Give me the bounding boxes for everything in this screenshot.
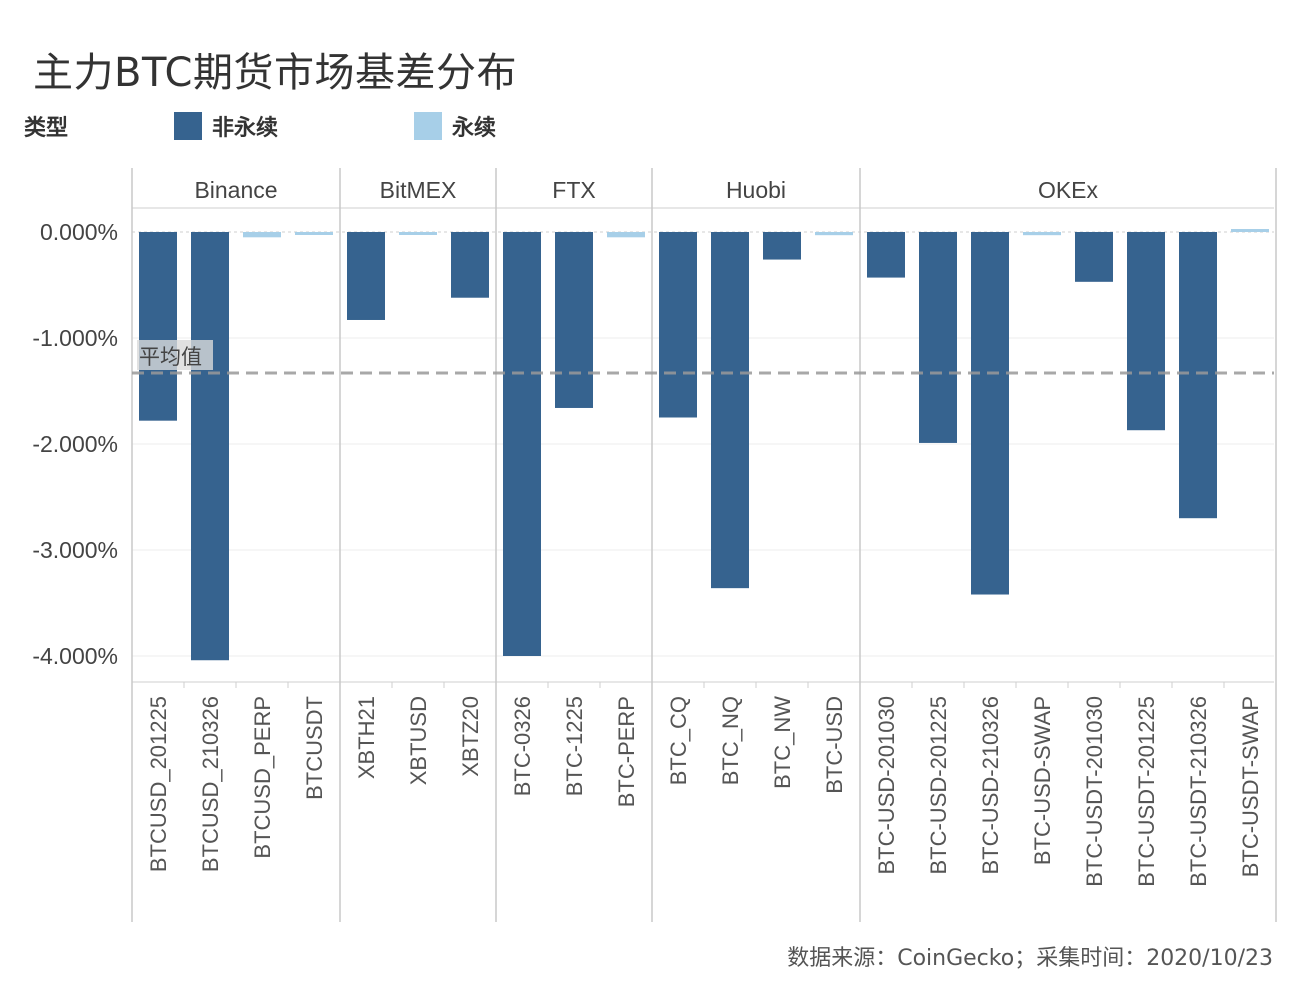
legend-item-perpetual[interactable]: 永续 bbox=[414, 110, 496, 142]
bar-btc-usdt-201225 bbox=[1127, 232, 1165, 431]
bar-xbtusd bbox=[399, 232, 437, 235]
group-header-okex: OKEx bbox=[1038, 177, 1099, 203]
bar-btcusdt bbox=[295, 232, 333, 235]
x-tick-label: BTC-1225 bbox=[562, 696, 587, 796]
bar-btc_nw bbox=[763, 232, 801, 260]
average-label: 平均值 bbox=[139, 346, 202, 369]
x-tick-label: XBTUSD bbox=[406, 696, 431, 785]
y-tick-label: -4.000% bbox=[32, 643, 118, 669]
bar-btc-usd-201225 bbox=[919, 232, 957, 443]
x-tick-label: BTC-USD-210326 bbox=[978, 696, 1003, 875]
group-header-bitmex: BitMEX bbox=[380, 177, 457, 203]
bar-btcusd_210326 bbox=[191, 232, 229, 661]
y-tick-label: -1.000% bbox=[32, 325, 118, 351]
bar-btc-usdt-swap bbox=[1231, 229, 1269, 232]
average-label-box bbox=[137, 340, 213, 370]
x-tick-label: BTC-USDT-210326 bbox=[1186, 696, 1211, 887]
bar-btc-1225 bbox=[555, 232, 593, 408]
legend-label-perpetual: 永续 bbox=[452, 116, 497, 141]
y-tick-label: -3.000% bbox=[32, 537, 118, 563]
legend-title: 类型 bbox=[24, 116, 69, 141]
legend-swatch-non-perpetual bbox=[174, 112, 202, 140]
x-tick-label: BTC-USD-SWAP bbox=[1030, 696, 1055, 865]
legend-label-non-perpetual: 非永续 bbox=[212, 116, 279, 141]
legend-swatch-perpetual bbox=[414, 112, 442, 140]
bar-btc-usd-swap bbox=[1023, 232, 1061, 236]
bar-btc-usdt-210326 bbox=[1179, 232, 1217, 519]
bar-btc-usd-201030 bbox=[867, 232, 905, 278]
group-header-huobi: Huobi bbox=[726, 177, 786, 203]
bar-btc_cq bbox=[659, 232, 697, 418]
x-tick-label: BTC_NQ bbox=[718, 696, 743, 785]
y-tick-label: 0.000% bbox=[40, 219, 118, 245]
x-tick-label: BTC-USDT-201225 bbox=[1134, 696, 1159, 887]
x-tick-label: BTCUSDT bbox=[302, 696, 327, 800]
bar-btc-0326 bbox=[503, 232, 541, 656]
x-tick-label: BTCUSD_201225 bbox=[146, 696, 171, 872]
bar-btcusd_perp bbox=[243, 232, 281, 238]
x-tick-label: BTC-USDT-201030 bbox=[1082, 696, 1107, 887]
x-tick-label: XBTH21 bbox=[354, 696, 379, 779]
y-tick-label: -2.000% bbox=[32, 431, 118, 457]
x-tick-label: BTC-USD-201225 bbox=[926, 696, 951, 875]
x-tick-label: BTCUSD_PERP bbox=[250, 696, 275, 859]
chart-title: 主力BTC期货市场基差分布 bbox=[33, 50, 517, 96]
group-header-binance: Binance bbox=[194, 177, 277, 203]
bar-xbtz20 bbox=[451, 232, 489, 298]
bar-btc_nq bbox=[711, 232, 749, 589]
x-tick-label: BTC-USDT-SWAP bbox=[1238, 696, 1263, 877]
x-tick-label: BTC_CQ bbox=[666, 696, 691, 785]
x-tick-label: BTC_NW bbox=[770, 696, 795, 789]
bar-btc-usdt-201030 bbox=[1075, 232, 1113, 282]
x-tick-label: XBTZ20 bbox=[458, 696, 483, 777]
bar-xbth21 bbox=[347, 232, 385, 320]
x-tick-label: BTC-0326 bbox=[510, 696, 535, 796]
group-header-ftx: FTX bbox=[552, 177, 595, 203]
x-tick-label: BTCUSD_210326 bbox=[198, 696, 223, 872]
bar-btcusd_201225 bbox=[139, 232, 177, 421]
bar-btc-usd-210326 bbox=[971, 232, 1009, 595]
x-tick-label: BTC-PERP bbox=[614, 696, 639, 807]
x-tick-label: BTC-USD bbox=[822, 696, 847, 794]
bar-btc-usd bbox=[815, 232, 853, 236]
x-tick-label: BTC-USD-201030 bbox=[874, 696, 899, 875]
bar-btc-perp bbox=[607, 232, 645, 238]
data-source-footer: 数据来源：CoinGecko；采集时间：2020/10/23 bbox=[787, 946, 1273, 971]
legend-item-non-perpetual[interactable]: 非永续 bbox=[174, 110, 278, 142]
